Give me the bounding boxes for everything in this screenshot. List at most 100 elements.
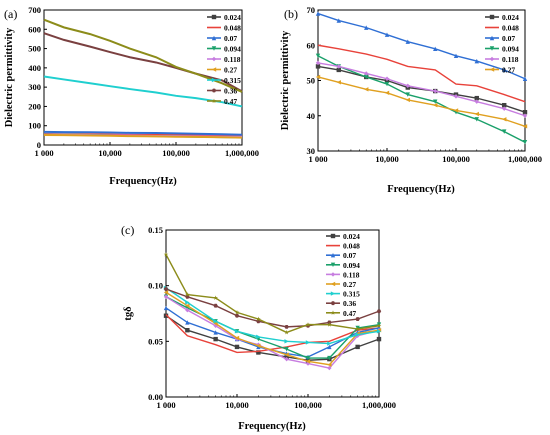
data-point: [305, 322, 311, 327]
data-point: [284, 346, 289, 352]
plot-frame: [165, 229, 380, 398]
legend-label: 0.07: [502, 34, 515, 43]
chart-panel-a: (a) 0 100 200 300 400 500 600 700 1 000 10,000 100,…: [4, 5, 259, 187]
series-0.315: [43, 75, 243, 108]
y-tick-label: 0.10: [148, 281, 163, 291]
legend-label: 0.47: [343, 309, 356, 318]
legend-marker: [489, 35, 495, 41]
data-point: [213, 303, 218, 308]
panel-label: (b): [284, 7, 298, 21]
data-point: [522, 76, 528, 81]
data-point: [474, 117, 479, 122]
data-point: [522, 124, 528, 129]
data-point: [284, 339, 289, 344]
series-line: [165, 315, 380, 361]
x-tick-label: 1 000: [308, 154, 327, 164]
chart-panel-c: (c) 0.00 0.05 0.10 0.15 1 000 10,000 100,000 1,0…: [121, 223, 396, 432]
y-tick-label: 50: [307, 76, 316, 86]
legend-marker: [330, 253, 336, 258]
series-0.315: [163, 285, 382, 346]
series-line: [43, 133, 243, 139]
series-line: [43, 32, 243, 93]
legend-marker: [330, 272, 336, 277]
data-point: [474, 111, 479, 117]
data-point: [336, 18, 341, 23]
legend-marker: [330, 291, 336, 296]
data-point: [433, 88, 438, 94]
data-point: [364, 25, 369, 30]
legend-label: 0.048: [224, 24, 241, 33]
panel-label: (a): [4, 7, 17, 21]
legend-label: 0.094: [224, 45, 241, 54]
data-point: [234, 344, 240, 350]
data-point: [522, 110, 528, 115]
series-0.048: [317, 44, 526, 103]
series-0.36: [43, 32, 243, 93]
series-0.118: [315, 60, 528, 118]
series-line: [43, 130, 243, 136]
data-point: [453, 53, 459, 59]
data-point: [502, 117, 507, 122]
data-point: [433, 102, 438, 108]
data-point: [315, 74, 321, 80]
x-tick-label: 1,000,000: [225, 148, 259, 158]
legend-label: 0.36: [343, 299, 356, 308]
data-point: [384, 76, 390, 81]
data-point: [453, 108, 459, 113]
data-point: [185, 320, 190, 325]
series-0.27: [315, 74, 528, 129]
legend-label: 0.47: [224, 97, 237, 106]
data-point: [502, 106, 507, 111]
x-tick-label: 1 000: [156, 400, 175, 410]
data-point: [256, 343, 261, 348]
series-line: [317, 76, 526, 127]
legend-marker: [489, 67, 495, 72]
legend-marker: [211, 77, 217, 83]
data-point: [284, 324, 289, 329]
data-point: [376, 336, 382, 342]
y-tick-label: 200: [28, 101, 41, 111]
data-point: [327, 362, 332, 367]
data-point: [234, 329, 240, 334]
y-tick-label: 100: [28, 121, 41, 131]
y-tick-label: 60: [307, 40, 316, 50]
legend-label: 0.094: [502, 45, 519, 54]
data-point: [315, 53, 321, 59]
legend-label: 0.118: [224, 55, 241, 64]
data-point: [163, 313, 169, 318]
x-tick-label: 1,000,000: [362, 400, 396, 410]
series-line: [165, 314, 380, 354]
series-0.07: [43, 130, 243, 136]
x-axis-label: Frequency(Hz): [387, 184, 455, 195]
x-tick-label: 100,000: [442, 154, 470, 164]
data-point: [213, 319, 218, 324]
data-point: [213, 295, 218, 300]
data-point: [364, 87, 369, 92]
data-point: [474, 95, 479, 101]
y-tick-label: 0: [37, 140, 41, 150]
series-line: [43, 18, 243, 93]
legend-label: 0.315: [343, 290, 360, 299]
legend-label: 0.024: [502, 13, 519, 22]
series-0.07: [315, 11, 528, 81]
legend-label: 0.024: [343, 232, 360, 241]
data-point: [474, 99, 479, 104]
legend-label: 0.094: [343, 261, 360, 270]
legend-marker: [330, 233, 336, 239]
legend-marker: [211, 46, 217, 51]
legend-marker: [211, 67, 217, 72]
legend-marker: [211, 88, 217, 93]
series-line: [317, 12, 526, 80]
data-point: [305, 359, 311, 364]
series-line: [317, 65, 526, 113]
legend-marker: [211, 56, 217, 62]
y-axis-label: Dielectric permittivity: [4, 27, 15, 127]
data-point: [384, 90, 390, 96]
data-point: [305, 340, 311, 345]
series-line: [165, 288, 380, 328]
data-point: [185, 303, 190, 308]
data-point: [327, 344, 332, 350]
data-point: [336, 64, 341, 69]
